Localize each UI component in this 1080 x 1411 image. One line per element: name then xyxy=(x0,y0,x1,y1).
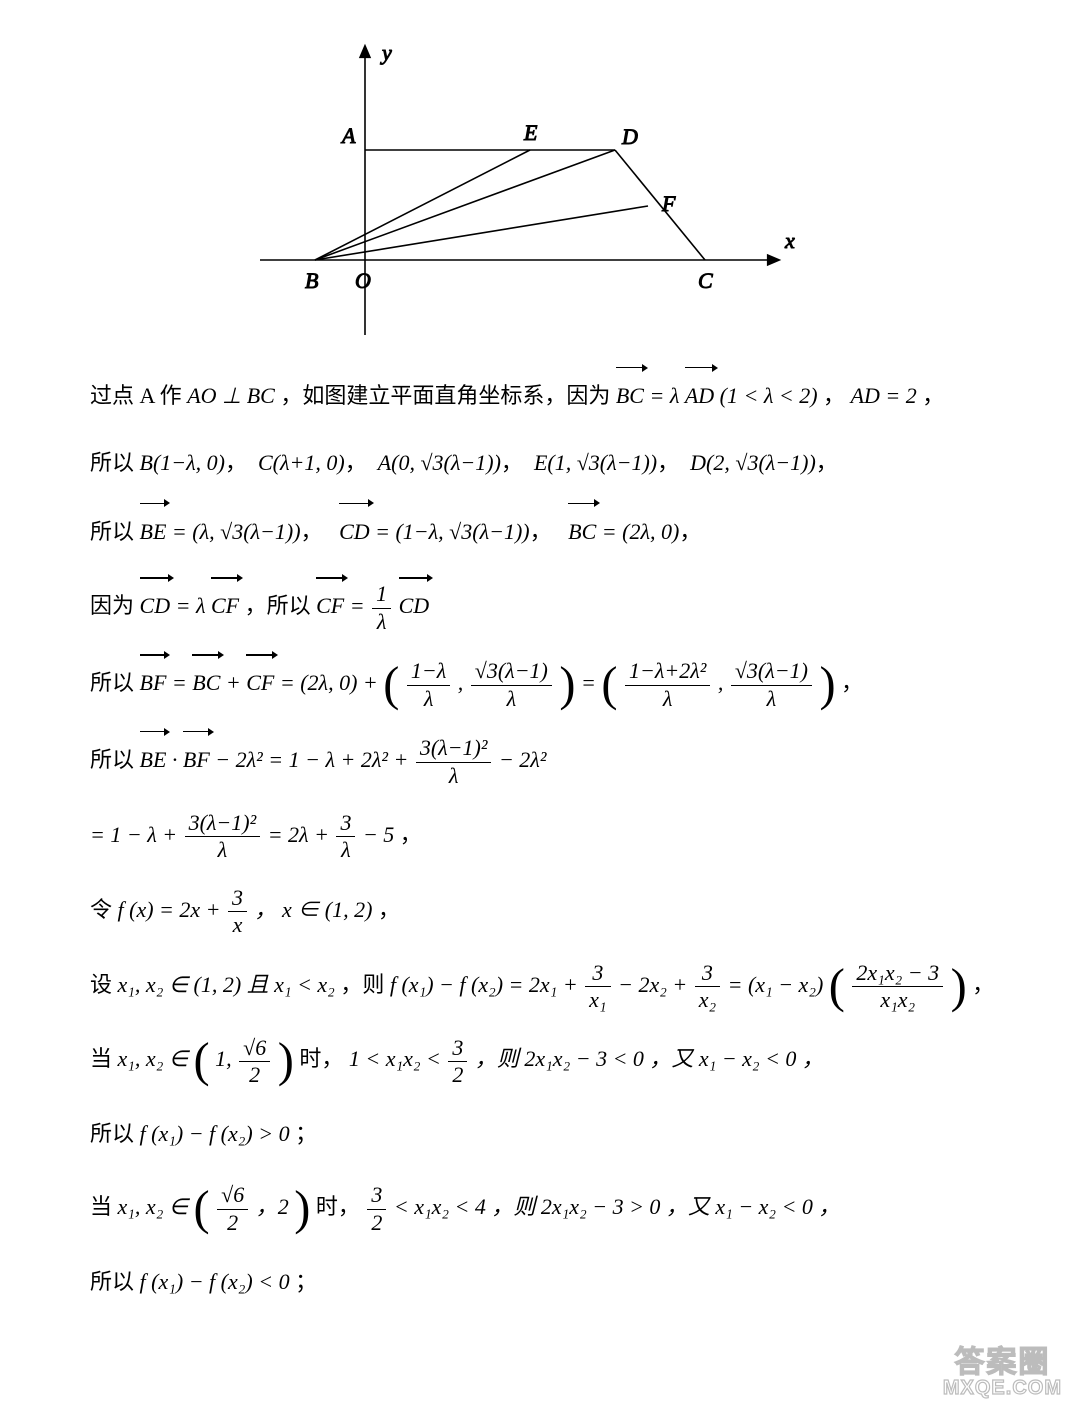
svg-text:y: y xyxy=(380,40,392,65)
vec-BC: BC xyxy=(568,504,596,559)
svg-text:B: B xyxy=(305,268,318,293)
watermark-line1: 答案圈 xyxy=(943,1347,1062,1379)
vec-CD: CD xyxy=(339,504,370,559)
text: 过点 A 作 xyxy=(90,383,187,408)
line-13: 所以 f (x₁) − f (x₂) < 0 ； xyxy=(90,1256,990,1309)
line-6: 所以 BE · BF − 2λ² = 1 − λ + 2λ² + 3(λ−1)²… xyxy=(90,732,990,789)
svg-text:O: O xyxy=(355,268,371,293)
line-12: 当 x₁, x₂ ∈ ( √62 ，2 ) 时， 32 < x₁x₂ < 4 ，… xyxy=(90,1181,990,1236)
svg-text:x: x xyxy=(784,228,795,253)
svg-text:F: F xyxy=(661,191,676,216)
text: ，如图建立平面直角坐标系，因为 xyxy=(280,383,610,408)
line-1: 过点 A 作 AO ⊥ BC ，如图建立平面直角坐标系，因为 BC = λ AD… xyxy=(90,368,990,423)
math-body: 过点 A 作 AO ⊥ BC ，如图建立平面直角坐标系，因为 BC = λ AD… xyxy=(90,368,990,1309)
expr: AO ⊥ BC xyxy=(187,383,275,408)
diagram-container: y x A E D F B O C xyxy=(90,30,1080,350)
svg-text:E: E xyxy=(523,120,538,145)
svg-text:D: D xyxy=(621,124,638,149)
line-10: 当 x₁, x₂ ∈ ( 1, √62 ) 时， 1 < x₁x₂ < 32 ，… xyxy=(90,1033,990,1088)
coordinate-diagram: y x A E D F B O C xyxy=(200,30,800,350)
frac-1-over-lambda: 1 λ xyxy=(372,581,391,635)
line-8: 令 f (x) = 2x + 3x ， x ∈ (1, 2) ， xyxy=(90,884,990,939)
watermark-line2: MXQE.COM xyxy=(943,1378,1062,1399)
watermark: 答案圈 MXQE.COM xyxy=(943,1347,1062,1400)
page-root: y x A E D F B O C 过点 A 作 AO ⊥ BC ，如图建立平面直角坐标系，因为… xyxy=(0,0,1080,1411)
line-4: 因为 CD = λ CF ，所以 CF = 1 λ CD xyxy=(90,578,990,635)
line-5: 所以 BF = BC + CF = (2λ, 0) + ( 1−λλ , √3(… xyxy=(90,655,990,712)
line-9: 设 x₁, x₂ ∈ (1, 2) 且 x₁ < x₂ ，则 f (x₁) − … xyxy=(90,959,990,1014)
vec-BE: BE xyxy=(140,504,167,559)
line-7: = 1 − λ + 3(λ−1)²λ = 2λ + 3λ − 5 ， xyxy=(90,809,990,864)
vec-AD: AD xyxy=(685,368,714,423)
line-11: 所以 f (x₁) − f (x₂) > 0 ； xyxy=(90,1108,990,1161)
svg-text:A: A xyxy=(340,123,356,148)
line-2: 所以 B(1−λ, 0)， C(λ+1, 0)， A(0, √3(λ−1))， … xyxy=(90,437,990,490)
vec-BC: BC xyxy=(616,368,644,423)
line-3: 所以 BE = (λ, √3(λ−1))， CD = (1−λ, √3(λ−1)… xyxy=(90,504,990,559)
svg-text:C: C xyxy=(698,268,713,293)
